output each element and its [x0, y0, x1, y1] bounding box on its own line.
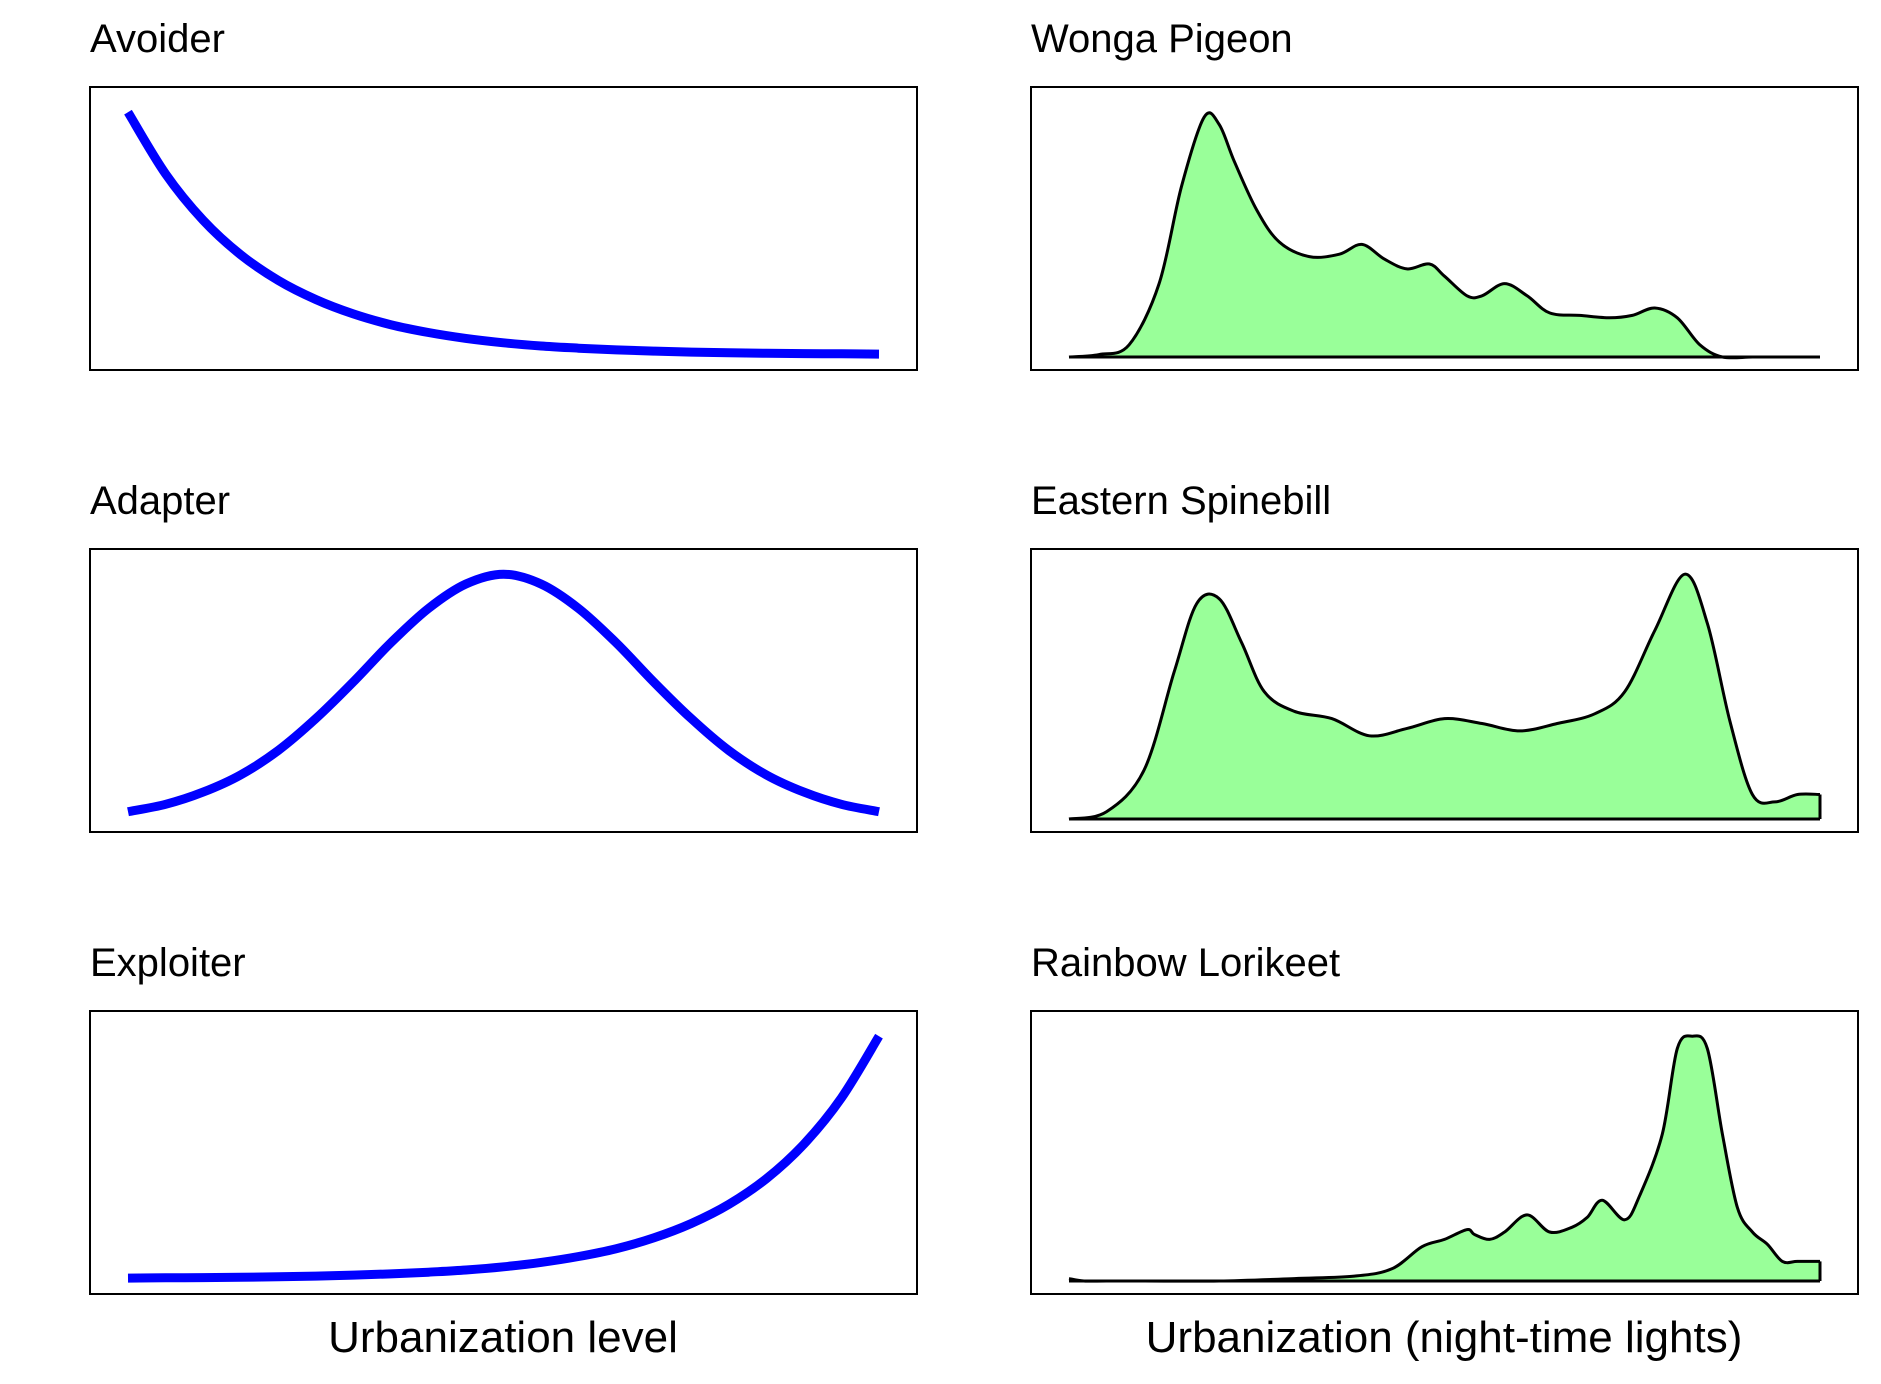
panel-title: Eastern Spinebill: [1031, 479, 1331, 523]
density-area: [1069, 574, 1820, 819]
response-curve: [127, 569, 880, 817]
plot-frame: [89, 548, 918, 833]
panel-wonga-pigeon: Wonga Pigeon: [1030, 17, 1859, 371]
panel-title: Exploiter: [90, 941, 246, 985]
plot-frame: [89, 1010, 918, 1295]
panel-rainbow-lorikeet: Rainbow Lorikeet: [1030, 941, 1859, 1295]
panel-exploiter: Exploiter: [89, 941, 918, 1295]
density-outline: [1068, 572, 1821, 821]
panel-title: Wonga Pigeon: [1031, 17, 1293, 61]
panel-title: Adapter: [90, 479, 230, 523]
plot-frame: [1030, 1010, 1859, 1295]
density-outline: [1068, 1034, 1820, 1283]
plot-frame: [1030, 548, 1859, 833]
plot-frame: [89, 86, 918, 371]
x-axis-label-left: Urbanization level: [328, 1313, 678, 1362]
response-curve: [127, 1033, 883, 1283]
panel-title: Rainbow Lorikeet: [1031, 941, 1340, 985]
density-outline: [1068, 111, 1820, 360]
response-curve: [124, 109, 880, 359]
x-axis-label-right: Urbanization (night-time lights): [1146, 1313, 1743, 1362]
panel-title: Avoider: [90, 17, 225, 61]
panel-eastern-spinebill: Eastern Spinebill: [1030, 479, 1859, 833]
panel-avoider: Avoider: [89, 17, 918, 371]
plot-frame: [1030, 86, 1859, 371]
density-area: [1069, 112, 1820, 358]
density-area: [1069, 1035, 1820, 1282]
panel-adapter: Adapter: [89, 479, 918, 833]
